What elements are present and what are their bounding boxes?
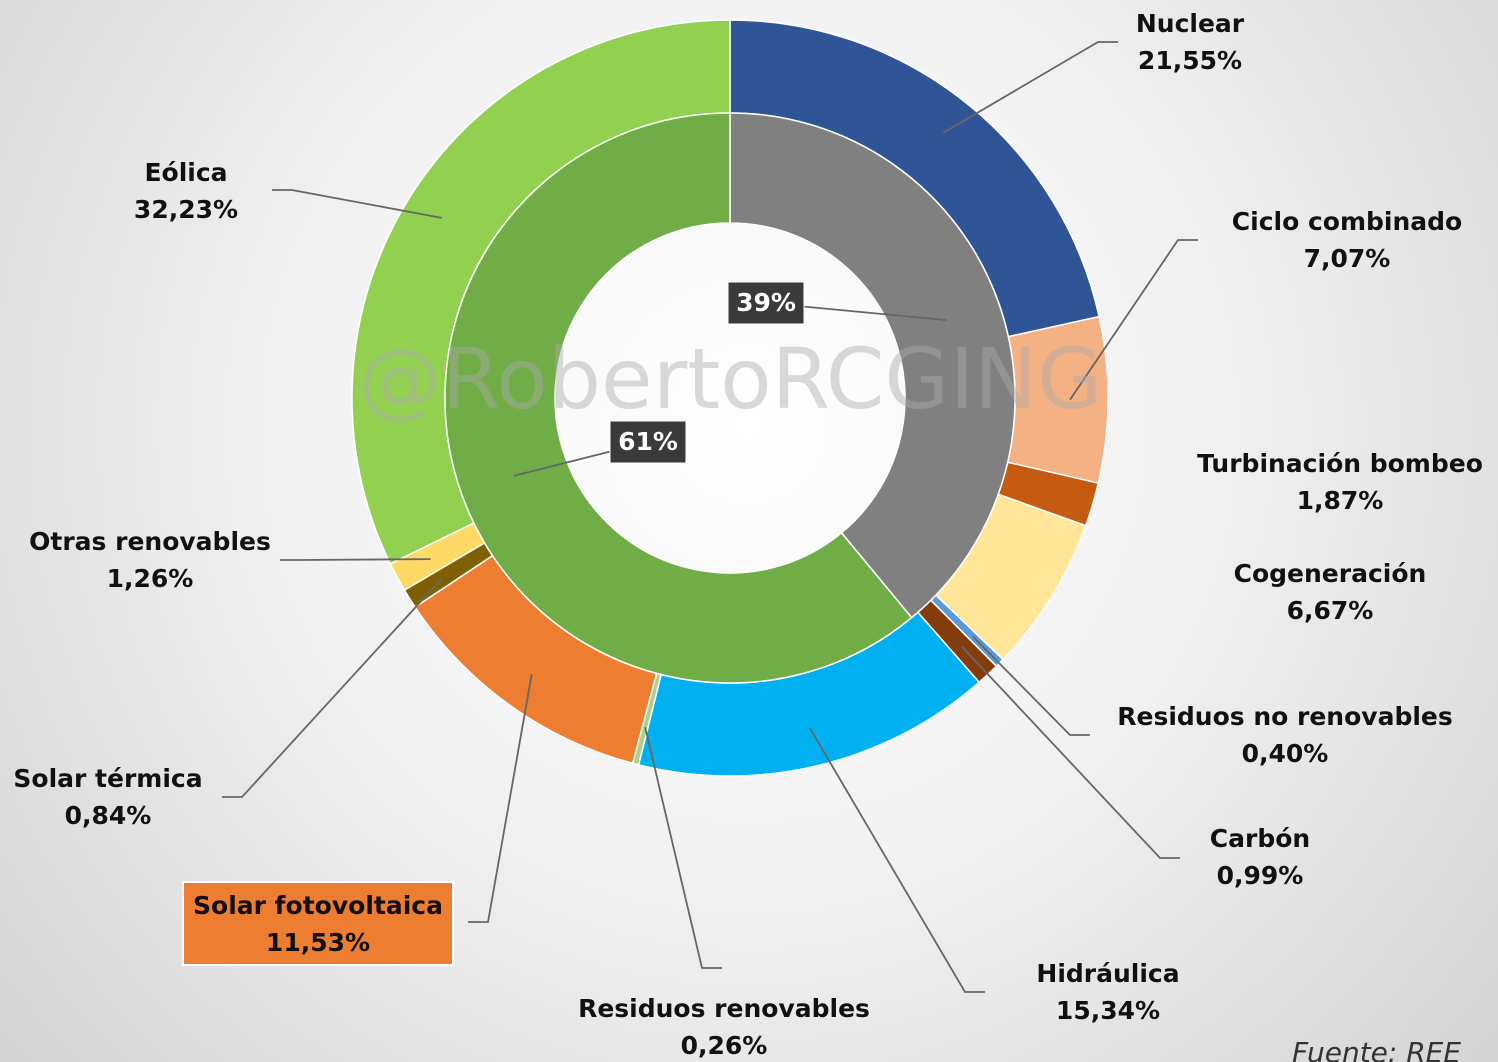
donut-segment	[444, 112, 913, 684]
data-label: Solar fotovoltaica 11,53%	[193, 891, 443, 957]
category-label: Turbinación bombeo	[1197, 449, 1483, 478]
data-label: Solar térmica 0,84%	[13, 764, 202, 830]
value-label: 0,99%	[1217, 861, 1304, 890]
watermark: @RobertoRCGING	[358, 330, 1102, 428]
value-label: 21,55%	[1138, 46, 1242, 75]
data-label: Residuos no renovables 0,40%	[1117, 702, 1453, 768]
inner-value-label: 61%	[618, 427, 678, 456]
label-box	[727, 281, 805, 325]
leader-line	[971, 635, 1090, 736]
category-label: Ciclo combinado	[1232, 207, 1462, 236]
leader-line	[644, 727, 722, 969]
value-label: 6,67%	[1287, 596, 1374, 625]
leader-line	[272, 189, 442, 219]
value-label: 0,84%	[65, 801, 152, 830]
label-highlight	[182, 881, 454, 966]
value-label: 1,87%	[1297, 486, 1384, 515]
category-label: Residuos renovables	[578, 994, 870, 1023]
category-label: Nuclear	[1136, 9, 1245, 38]
category-label: Solar fotovoltaica	[193, 891, 443, 920]
category-label: Solar térmica	[13, 764, 202, 793]
data-label: Hidráulica 15,34%	[1036, 959, 1179, 1025]
value-label: 32,23%	[134, 195, 238, 224]
value-label: 0,26%	[681, 1031, 768, 1060]
value-label: 0,40%	[1242, 739, 1329, 768]
data-label: Otras renovables 1,26%	[29, 527, 271, 593]
leader-line	[280, 558, 431, 561]
inner-value-label: 39%	[736, 288, 796, 317]
data-label: Nuclear 21,55%	[1136, 9, 1245, 75]
leader-line	[942, 41, 1118, 134]
value-label: 15,34%	[1056, 996, 1160, 1025]
data-label: Eólica 32,23%	[134, 158, 238, 224]
leader-line	[809, 727, 985, 993]
data-label: Carbón 0,99%	[1210, 824, 1310, 890]
category-label: Residuos no renovables	[1117, 702, 1453, 731]
donut-segment	[729, 112, 1016, 619]
source: Fuente: REE	[1292, 1036, 1461, 1062]
data-label: Ciclo combinado 7,07%	[1232, 207, 1462, 273]
value-label: 7,07%	[1304, 244, 1391, 273]
category-label: Hidráulica	[1036, 959, 1179, 988]
value-label: 1,26%	[107, 564, 194, 593]
leader-line	[961, 645, 1180, 859]
category-label: Cogeneración	[1234, 559, 1427, 588]
category-label: Otras renovables	[29, 527, 271, 556]
leader-line	[468, 674, 533, 923]
leader-line	[1069, 239, 1198, 401]
data-label: Turbinación bombeo 1,87%	[1197, 449, 1483, 515]
data-label: Cogeneración 6,67%	[1234, 559, 1427, 625]
category-label: Eólica	[144, 158, 227, 187]
data-label: Residuos renovables 0,26%	[578, 994, 870, 1060]
leader-line	[222, 577, 443, 798]
category-label: Carbón	[1210, 824, 1310, 853]
value-label: 11,53%	[266, 928, 370, 957]
label-box	[609, 420, 687, 464]
